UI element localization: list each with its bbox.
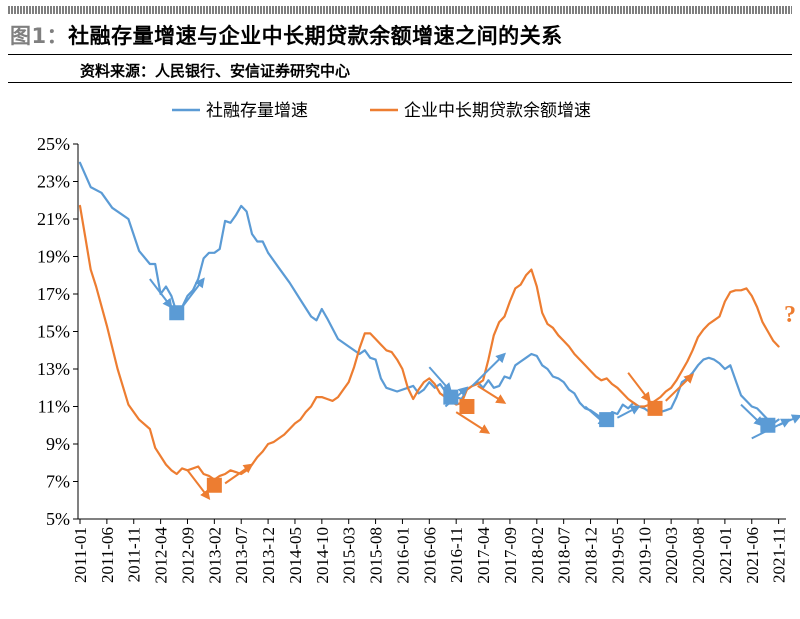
x-tick-label: 2019-05 (608, 527, 627, 584)
x-tick-label: 2018-02 (528, 527, 547, 584)
y-tick-label: 15% (37, 322, 70, 342)
x-tick-label: 2017-09 (501, 527, 520, 584)
x-tick-label: 2021-11 (770, 527, 789, 583)
turning-point-marker (206, 477, 222, 493)
y-tick-label: 19% (37, 247, 70, 267)
trend-arrow-blue (471, 352, 506, 387)
turning-point-marker (443, 389, 459, 405)
turning-point-marker (760, 417, 776, 433)
figure-title: 图1：社融存量增速与企业中长期贷款余额增速之间的关系 (10, 20, 563, 50)
turning-point-marker (647, 400, 663, 416)
x-tick-label: 2013-07 (232, 527, 251, 584)
x-tick-label: 2011-01 (71, 527, 90, 583)
legend-item-social-financing: 社融存量增速 (172, 101, 308, 121)
y-tick-label: 5% (46, 509, 70, 529)
x-tick-label: 2016-11 (447, 527, 466, 583)
source-divider (8, 82, 792, 83)
x-tick-label: 2013-02 (205, 527, 224, 584)
x-tick-label: 2019-10 (635, 527, 654, 584)
x-tick-label: 2021-06 (743, 527, 762, 584)
x-tick-label: 2014-10 (313, 527, 332, 584)
trend-arrow-blue (616, 405, 641, 419)
y-tick-label: 9% (46, 434, 70, 454)
x-tick-label: 2015-03 (340, 527, 359, 584)
legend-label: 企业中长期贷款余额增速 (404, 101, 591, 121)
trend-arrow-blue (778, 414, 800, 427)
y-tick-label: 13% (37, 359, 70, 379)
trend-arrow-blue (149, 278, 173, 309)
x-tick-label: 2012-09 (178, 527, 197, 584)
source-note: 资料来源：人民银行、安信证券研究中心 (80, 62, 351, 80)
series-line-corporate-loans (78, 204, 780, 481)
trend-arrow-orange (224, 463, 254, 485)
trend-arrow-blue (428, 366, 453, 394)
header-hatch-bar (8, 6, 792, 14)
y-tick-label: 23% (37, 172, 70, 192)
trend-arrow-orange (665, 373, 695, 402)
question-mark-annotation: ? (784, 302, 796, 328)
x-tick-label: 2018-07 (555, 527, 574, 584)
x-tick-label: 2016-06 (420, 527, 439, 584)
turning-point-marker (169, 305, 185, 321)
y-tick-label: 17% (37, 284, 70, 304)
figure-title-text: 社融存量增速与企业中长期贷款余额增速之间的关系 (68, 24, 563, 48)
x-tick-label: 2011-11 (125, 527, 144, 582)
trend-arrow-blue (181, 277, 205, 308)
x-tick-label: 2017-04 (474, 527, 493, 584)
trend-arrow-orange (477, 385, 507, 404)
x-tick-label: 2013-12 (259, 527, 278, 584)
title-divider (8, 54, 792, 55)
x-tick-label: 2020-03 (662, 527, 681, 584)
trend-arrow-orange (186, 469, 211, 500)
x-tick-label: 2014-05 (286, 527, 305, 584)
turning-point-marker (459, 399, 475, 414)
x-tick-label: 2011-06 (98, 527, 117, 583)
x-tick-label: 2021-01 (716, 527, 735, 584)
x-tick-label: 2012-04 (152, 527, 171, 584)
legend-label: 社融存量增速 (206, 101, 308, 121)
trend-arrow-orange (627, 372, 651, 403)
legend-item-corporate-loans: 企业中长期贷款余额增速 (370, 101, 591, 121)
y-tick-label: 25% (37, 134, 70, 154)
trend-arrow-blue (740, 403, 764, 427)
x-tick-label: 2016-01 (393, 527, 412, 584)
y-tick-label: 7% (46, 472, 70, 492)
y-tick-label: 21% (37, 209, 70, 229)
x-tick-label: 2015-08 (367, 527, 386, 584)
turning-point-marker (599, 412, 615, 428)
x-tick-label: 2018-12 (582, 527, 601, 584)
y-tick-label: 11% (38, 397, 70, 417)
trend-arrow-orange (455, 411, 491, 434)
x-tick-label: 2020-08 (689, 527, 708, 584)
figure-number: 图1： (10, 24, 69, 48)
